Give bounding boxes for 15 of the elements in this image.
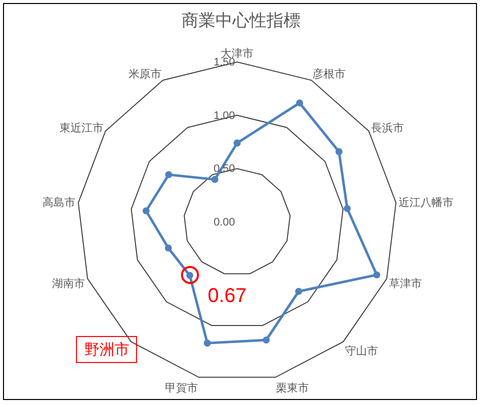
spoke-label: 草津市 xyxy=(389,277,422,290)
spoke-label: 甲賀市 xyxy=(165,381,198,394)
spoke-label: 守山市 xyxy=(345,344,378,358)
spoke-label: 東近江市 xyxy=(59,121,104,134)
data-label: 0.67 xyxy=(208,285,247,308)
chart-title: 商業中心性指標 xyxy=(182,11,300,30)
spoke-label: 栗東市 xyxy=(276,381,310,394)
spoke-label: 米原市 xyxy=(128,68,162,81)
spoke-label: 湖南市 xyxy=(52,277,86,290)
spoke-label: 野洲市 xyxy=(84,341,130,358)
y-tick-label: 0.00 xyxy=(214,216,235,229)
spoke-label: 高島市 xyxy=(42,196,76,209)
spoke-label: 長浜市 xyxy=(371,121,404,134)
spoke-label: 近江八幡市 xyxy=(398,196,454,209)
spoke-label: 彦根市 xyxy=(312,68,346,81)
